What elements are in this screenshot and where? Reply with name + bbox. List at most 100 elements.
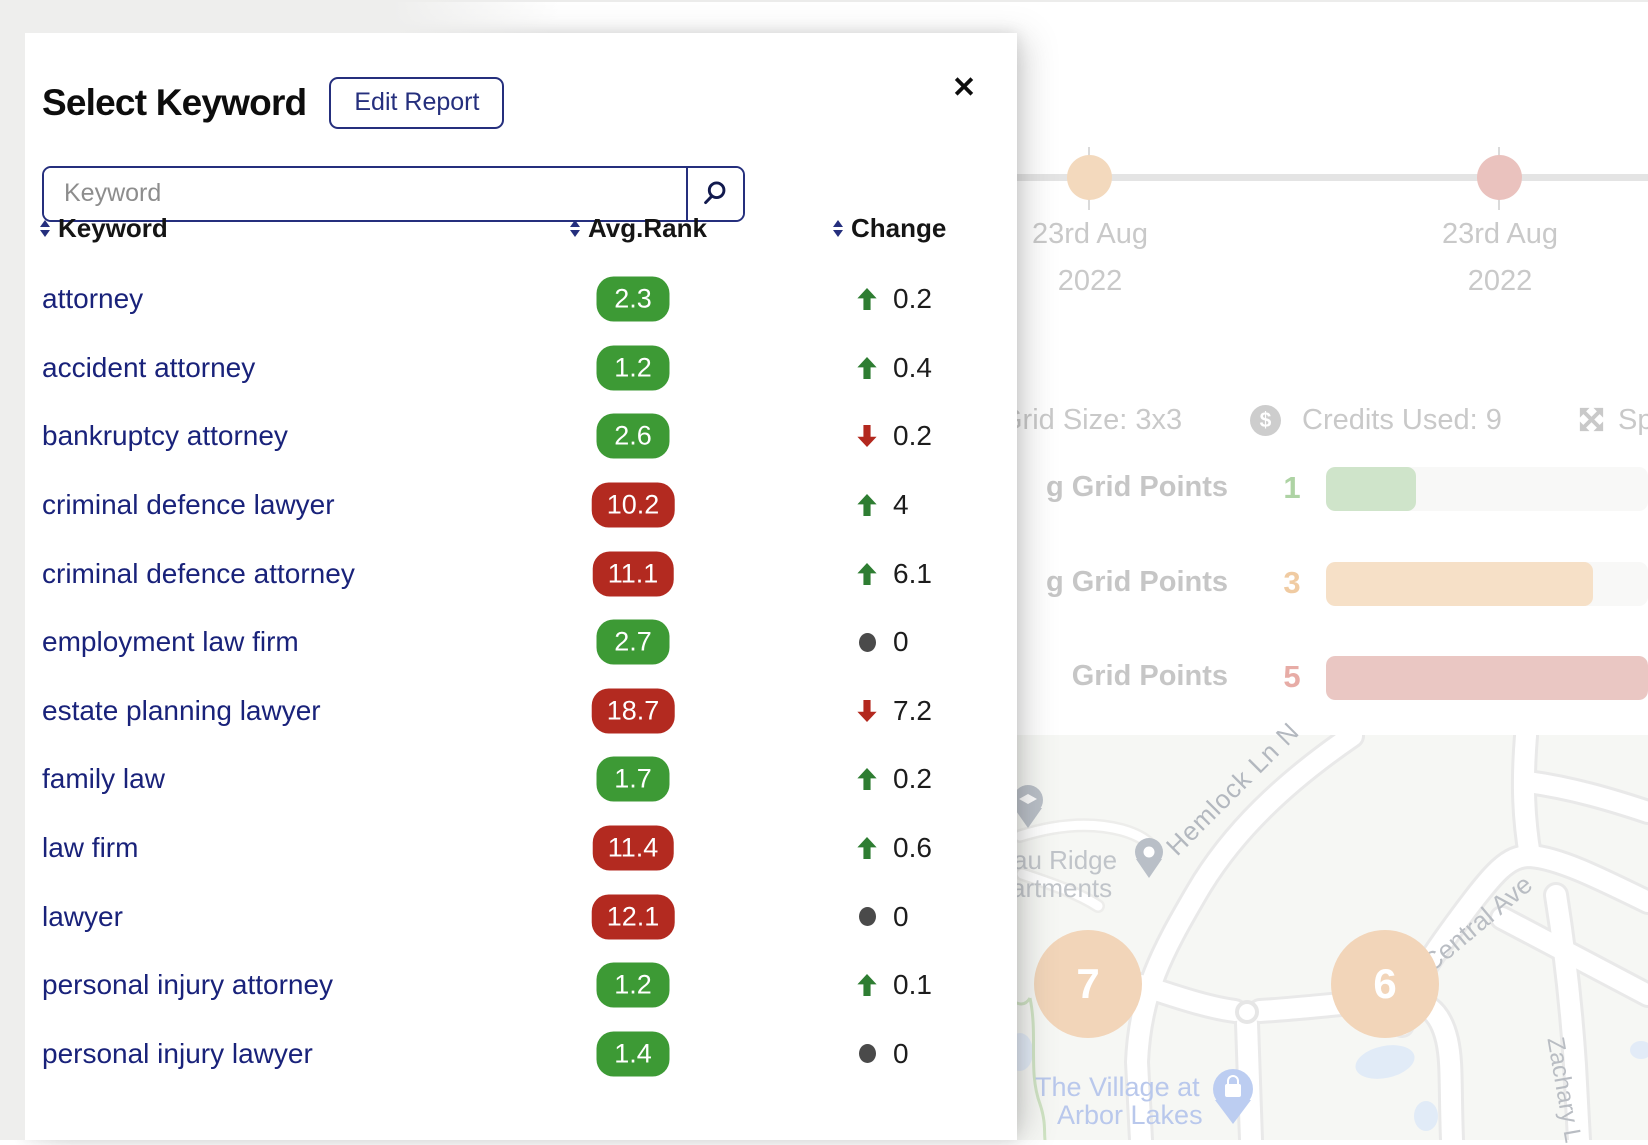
grid-points-value: 3	[1283, 565, 1301, 600]
change-value: 0.2	[893, 763, 932, 795]
table-row[interactable]: estate planning lawyer 18.7 7.2	[25, 677, 1017, 746]
modal-title: Select Keyword	[42, 81, 307, 123]
table-header-row: Keyword Avg.Rank Change	[25, 213, 1017, 249]
grid-points-label: g Grid Points	[1045, 471, 1228, 503]
column-header-label: Avg.Rank	[588, 213, 707, 243]
grid-points-bar	[1326, 562, 1594, 606]
table-row[interactable]: bankruptcy attorney 2.6 0.2	[25, 402, 1017, 471]
sort-icon	[570, 220, 580, 237]
map-place-label-line2: artments	[1011, 873, 1113, 903]
timeline-dot	[1067, 155, 1112, 200]
page-top-margin	[0, 0, 560, 33]
grid-points-label: g Grid Points	[1045, 566, 1228, 598]
modal-header: Select Keyword Edit Report	[25, 33, 1017, 129]
map-grid-marker: 7	[1034, 930, 1142, 1038]
keyword-link[interactable]: personal injury attorney	[42, 969, 334, 1001]
timeline-date-line2: 2022	[1467, 265, 1533, 297]
close-icon[interactable]: ✕	[947, 71, 981, 105]
map-place-label-line1: au Ridge	[1013, 845, 1118, 875]
change-up-icon	[855, 972, 879, 998]
page-top-border	[0, 0, 1648, 2]
search-input[interactable]	[44, 167, 686, 220]
keyword-link[interactable]: law firm	[42, 832, 139, 864]
timeline-date: 23rd Aug 2022	[980, 211, 1200, 305]
avg-rank-badge: 1.7	[596, 756, 670, 802]
search-icon	[702, 179, 729, 209]
change-up-icon	[855, 835, 879, 861]
map-canvas	[960, 723, 1648, 1145]
keyword-link[interactable]: attorney	[42, 283, 144, 315]
timeline-date: 23rd Aug 2022	[1390, 211, 1610, 305]
table-row[interactable]: personal injury attorney 1.2 0.1	[25, 951, 1017, 1020]
expand-arrows-icon	[1576, 404, 1607, 440]
keyword-link[interactable]: employment law firm	[42, 626, 299, 658]
change-neutral-icon	[855, 629, 879, 655]
table-row[interactable]: attorney 2.3 0.2	[25, 265, 1017, 334]
column-header-label: Keyword	[58, 213, 168, 243]
grid-size-label: Grid Size: 3x3	[1000, 404, 1183, 436]
keyword-link[interactable]: accident attorney	[42, 351, 256, 383]
change-value: 0.2	[893, 420, 932, 452]
avg-rank-badge: 11.1	[592, 551, 674, 597]
grid-points-bar-track	[1326, 656, 1648, 700]
change-value: 0.1	[893, 969, 932, 1001]
change-up-icon	[855, 492, 879, 518]
change-neutral-icon	[855, 904, 879, 930]
map-poi-label-line2: Arbor Lakes	[1057, 1100, 1203, 1130]
map-pin-icon	[1135, 838, 1163, 878]
grid-points-bar	[1326, 467, 1417, 511]
change-down-icon	[855, 698, 879, 724]
change-up-icon	[855, 561, 879, 587]
avg-rank-badge: 12.1	[591, 894, 675, 940]
column-header-avg-rank[interactable]: Avg.Rank	[570, 213, 707, 244]
change-value: 0	[893, 900, 909, 932]
map-poi-label-line1: The Village at	[1035, 1072, 1200, 1102]
table-row[interactable]: family law 1.7 0.2	[25, 745, 1017, 814]
grid-points-bar	[1326, 656, 1648, 700]
table-row[interactable]: criminal defence lawyer 10.2 4	[25, 471, 1017, 540]
change-value: 7.2	[893, 694, 932, 726]
change-neutral-icon	[855, 1041, 879, 1067]
shopping-bag-pin-icon	[1213, 1069, 1253, 1124]
keyword-link[interactable]: criminal defence lawyer	[42, 489, 335, 521]
change-value: 0.6	[893, 832, 932, 864]
change-up-icon	[855, 355, 879, 381]
avg-rank-badge: 1.2	[596, 345, 670, 391]
table-row[interactable]: law firm 11.4 0.6	[25, 814, 1017, 883]
edit-report-button[interactable]: Edit Report	[329, 77, 505, 129]
grid-points-bar-track	[1326, 467, 1648, 511]
timeline-line	[985, 174, 1648, 181]
column-header-keyword[interactable]: Keyword	[40, 213, 168, 244]
select-keyword-modal: Select Keyword Edit Report ✕ Keyword Avg…	[25, 33, 1017, 1140]
change-value: 0.4	[893, 351, 932, 383]
keyword-link[interactable]: estate planning lawyer	[42, 694, 321, 726]
column-header-change[interactable]: Change	[833, 213, 946, 244]
page-left-margin	[0, 0, 25, 1140]
map-roundabout	[1235, 1000, 1259, 1024]
clipped-label: Sp	[1618, 404, 1648, 436]
keyword-link[interactable]: family law	[42, 763, 165, 795]
keyword-link[interactable]: personal injury lawyer	[42, 1037, 313, 1069]
keyword-link[interactable]: criminal defence attorney	[42, 557, 355, 589]
table-row[interactable]: criminal defence attorney 11.1 6.1	[25, 539, 1017, 608]
change-down-icon	[855, 423, 879, 449]
table-row[interactable]: personal injury lawyer 1.4 0	[25, 1020, 1017, 1089]
change-value: 0	[893, 1037, 909, 1069]
grid-points-value: 1	[1283, 470, 1301, 505]
keyword-link[interactable]: lawyer	[42, 900, 123, 932]
sort-icon	[833, 220, 843, 237]
keyword-table-body: attorney 2.3 0.2 accident attorney 1.2 0.4 ban…	[25, 265, 1017, 1088]
change-value: 0	[893, 626, 909, 658]
keyword-search	[42, 165, 745, 222]
table-row[interactable]: employment law firm 2.7 0	[25, 608, 1017, 677]
table-row[interactable]: accident attorney 1.2 0.4	[25, 334, 1017, 403]
avg-rank-badge: 2.3	[596, 276, 670, 322]
column-header-label: Change	[851, 213, 947, 243]
keyword-link[interactable]: bankruptcy attorney	[42, 420, 288, 452]
search-button[interactable]	[686, 167, 743, 220]
credits-used-label: Credits Used: 9	[1302, 404, 1502, 436]
table-row[interactable]: lawyer 12.1 0	[25, 882, 1017, 951]
change-up-icon	[855, 286, 879, 312]
avg-rank-badge: 11.4	[592, 825, 674, 871]
credits-dollar-icon: $	[1250, 405, 1281, 436]
